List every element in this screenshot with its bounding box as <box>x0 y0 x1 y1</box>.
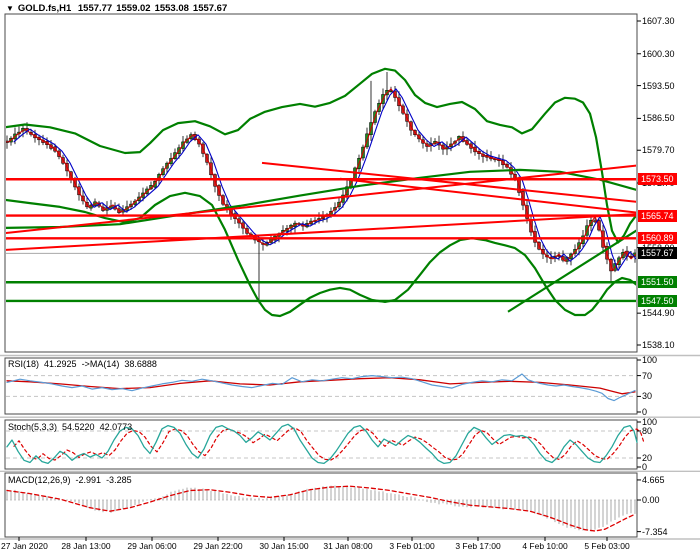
rsi-name: RSI(18) <box>8 359 40 369</box>
trendline[interactable] <box>339 177 640 214</box>
open-value: 1557.77 <box>77 3 113 14</box>
rsi-value: 41.2925 <box>44 359 77 369</box>
close-value: 1557.67 <box>192 3 228 14</box>
symbol-label: GOLD.fs,H1 <box>17 3 72 14</box>
main-chart-plot[interactable] <box>5 67 642 318</box>
high-value: 1559.02 <box>116 3 151 14</box>
trendline[interactable] <box>5 213 640 251</box>
ohlc-header: ▼ GOLD.fs,H1 1557.77 1559.02 1553.08 1557.67 <box>6 3 231 14</box>
macd-signal-value: -3.285 <box>106 475 132 485</box>
trendline[interactable] <box>261 161 640 203</box>
rsi-ma-value: 38.6888 <box>124 359 157 369</box>
trendline[interactable] <box>507 227 642 313</box>
stoch-d-value: 42.0773 <box>99 422 133 432</box>
low-value: 1553.08 <box>154 3 189 14</box>
macd-value: -2.991 <box>75 475 102 485</box>
symbol-dropdown-icon[interactable]: ▼ <box>6 4 14 13</box>
stoch-k-value: 54.5220 <box>62 422 95 432</box>
trendline[interactable] <box>5 164 640 234</box>
rsi-ma-name: ->MA(14) <box>81 359 120 369</box>
macd-label: MACD(12,26,9) -2.991 -3.285 <box>8 475 132 485</box>
rsi-label: RSI(18) 41.2925 ->MA(14) 38.6888 <box>8 359 157 369</box>
stoch-label: Stoch(5,3,3) 54.5220 42.0773 <box>8 422 132 432</box>
stoch-name: Stoch(5,3,3) <box>8 422 58 432</box>
macd-name: MACD(12,26,9) <box>8 475 71 485</box>
